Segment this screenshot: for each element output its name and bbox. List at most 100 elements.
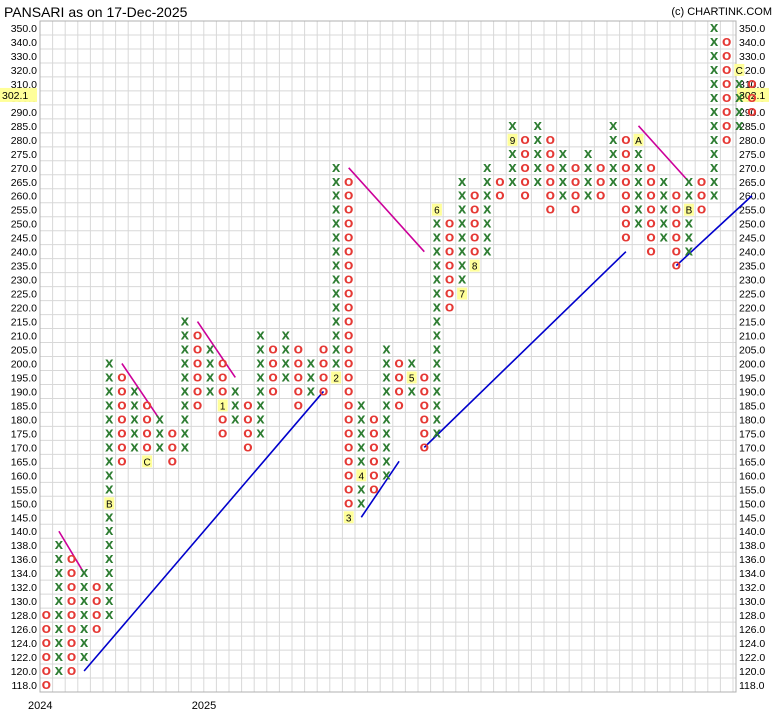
pnf-x-mark: X [458,274,467,287]
month-marker-bg [633,133,644,146]
pnf-x-mark: X [483,246,492,259]
month-marker-bg [406,371,417,384]
pnf-x-mark: X [382,441,391,454]
pnf-x-mark: X [407,385,416,398]
pnf-x-mark: X [433,246,442,259]
y-tick-label-left: 215.0 [11,317,37,329]
y-tick-label-left: 180.0 [11,414,37,426]
pnf-x-mark: X [710,36,719,49]
pnf-o-mark: O [445,288,454,301]
pnf-x-mark: X [155,441,164,454]
y-tick-label-right: 255.0 [739,205,765,217]
y-tick-label-right: 132.0 [739,582,765,594]
pnf-x-mark: X [55,637,64,650]
pnf-x-mark: X [735,78,744,91]
pnf-o-mark: O [344,413,353,426]
pnf-o-mark: O [420,441,429,454]
pnf-o-mark: O [621,190,630,203]
pnf-o-mark: O [268,385,277,398]
month-marker-bg [356,469,367,482]
support-trend-line [83,390,325,672]
pnf-o-mark: O [646,218,655,231]
pnf-x-mark: X [332,344,341,357]
pnf-x-mark: X [508,162,517,175]
pnf-o-mark: O [470,190,479,203]
pnf-o-mark: O [596,176,605,189]
pnf-x-mark: X [256,344,265,357]
pnf-x-mark: X [181,441,190,454]
pnf-o-mark: O [92,623,101,636]
pnf-o-mark: O [344,302,353,315]
pnf-o-mark: O [369,427,378,440]
pnf-o-mark: O [722,120,731,133]
y-tick-label-right: 320.0 [739,65,765,77]
pnf-o-mark: O [470,246,479,259]
pnf-x-mark: X [382,413,391,426]
pnf-x-mark: X [458,232,467,245]
pnf-x-mark: X [256,330,265,343]
pnf-o-mark: O [546,148,555,161]
pnf-o-mark: O [394,399,403,412]
pnf-o-mark: O [621,204,630,217]
y-tick-label-left: 136.0 [11,554,37,566]
pnf-x-mark: X [407,357,416,370]
pnf-x-mark: X [735,92,744,105]
pnf-x-mark: X [433,399,442,412]
pnf-x-mark: X [458,204,467,217]
resistance-trend-line [58,530,85,574]
pnf-x-mark: X [332,218,341,231]
y-tick-label-left: 132.0 [11,582,37,594]
y-tick-label-right: 215.0 [739,317,765,329]
pnf-o-mark: O [268,344,277,357]
pnf-o-mark: O [218,371,227,384]
pnf-x-mark: X [382,371,391,384]
pnf-o-mark: O [243,413,252,426]
pnf-x-mark: X [609,176,618,189]
pnf-x-mark: X [584,148,593,161]
month-marker-bg [104,497,115,510]
pnf-o-mark: O [621,148,630,161]
pnf-x-mark: X [433,330,442,343]
y-tick-label-left: 205.0 [11,345,37,357]
pnf-x-mark: X [533,162,542,175]
pnf-x-mark: X [231,399,240,412]
pnf-x-mark: X [332,204,341,217]
pnf-o-mark: O [520,134,529,147]
pnf-x-mark: X [332,176,341,189]
month-marker: 2 [333,373,339,384]
month-marker: B [106,499,113,510]
pnf-x-mark: X [55,665,64,678]
y-tick-label-right: 175.0 [739,428,765,440]
pnf-x-mark: X [508,176,517,189]
pnf-x-mark: X [105,371,114,384]
pnf-o-mark: O [42,651,51,664]
pnf-x-mark: X [281,344,290,357]
pnf-o-mark: O [722,36,731,49]
pnf-o-mark: O [520,176,529,189]
pnf-x-mark: X [357,497,366,510]
pnf-o-mark: O [294,344,303,357]
pnf-x-mark: X [105,427,114,440]
pnf-x-mark: X [105,413,114,426]
pnf-x-mark: X [105,581,114,594]
pnf-x-mark: X [281,357,290,370]
pnf-o-mark: O [470,232,479,245]
pnf-o-mark: O [344,232,353,245]
y-tick-label-right: 310.0 [739,79,765,91]
y-tick-label-right: 180.0 [739,414,765,426]
month-marker: C [736,66,743,77]
y-tick-label-right: 124.0 [739,638,765,650]
pnf-o-mark: O [344,260,353,273]
pnf-x-mark: X [458,176,467,189]
pnf-x-mark: X [332,330,341,343]
y-tick-label-left: 145.0 [11,512,37,524]
pnf-x-mark: X [80,595,89,608]
pnf-o-mark: O [142,427,151,440]
y-tick-label-left: 150.0 [11,498,37,510]
y-tick-label-right: 122.0 [739,652,765,664]
month-marker: 3 [346,513,352,524]
pnf-x-mark: X [256,413,265,426]
y-tick-label-right: 128.0 [739,610,765,622]
pnf-x-mark: X [256,427,265,440]
pnf-o-mark: O [344,469,353,482]
